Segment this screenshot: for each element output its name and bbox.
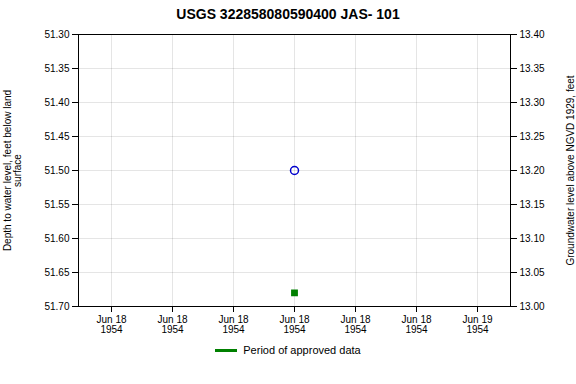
svg-text:13.10: 13.10 <box>520 233 545 244</box>
svg-text:13.35: 13.35 <box>520 63 545 74</box>
html-text:USGS 322858080590400 JAS- 101: USGS 322858080590400 JAS- 101 <box>176 6 400 22</box>
svg-text:Jun 181954: Jun 181954 <box>96 314 126 335</box>
svg-text:51.40: 51.40 <box>44 97 69 108</box>
svg-text:Depth to water level, feet bel: Depth to water level, feet below landsur… <box>2 90 23 251</box>
svg-text:13.25: 13.25 <box>520 131 545 142</box>
svg-text:Jun 181954: Jun 181954 <box>340 314 370 335</box>
html-text:Period of approved data: Period of approved data <box>243 344 361 356</box>
svg-text:Jun 181954: Jun 181954 <box>401 314 431 335</box>
svg-text:51.55: 51.55 <box>44 199 69 210</box>
svg-text:51.65: 51.65 <box>44 267 69 278</box>
svg-text:13.20: 13.20 <box>520 165 545 176</box>
svg-text:Jun 181954: Jun 181954 <box>218 314 248 335</box>
svg-text:13.05: 13.05 <box>520 267 545 278</box>
svg-text:51.70: 51.70 <box>44 301 69 312</box>
svg-text:Groundwater level above NGVD 1: Groundwater level above NGVD 1929, feet <box>565 75 576 265</box>
svg-text:Jun 181954: Jun 181954 <box>157 314 187 335</box>
svg-text:51.45: 51.45 <box>44 131 69 142</box>
svg-text:13.00: 13.00 <box>520 301 545 312</box>
svg-text:Jun 181954: Jun 181954 <box>279 314 309 335</box>
svg-text:13.30: 13.30 <box>520 97 545 108</box>
svg-text:51.35: 51.35 <box>44 63 69 74</box>
svg-text:51.60: 51.60 <box>44 233 69 244</box>
svg-text:51.30: 51.30 <box>44 29 69 40</box>
svg-text:Jun 191954: Jun 191954 <box>462 314 492 335</box>
svg-text:13.15: 13.15 <box>520 199 545 210</box>
svg-text:13.40: 13.40 <box>520 29 545 40</box>
svg-text:51.50: 51.50 <box>44 165 69 176</box>
